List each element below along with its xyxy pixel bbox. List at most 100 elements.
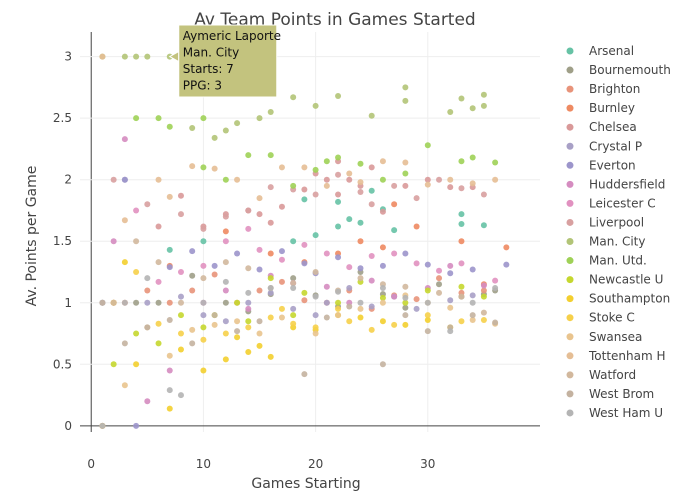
legend-marker[interactable] (566, 314, 574, 322)
data-point[interactable] (346, 285, 353, 291)
data-point[interactable] (222, 318, 229, 325)
data-point[interactable] (436, 281, 443, 288)
data-point[interactable] (110, 299, 117, 306)
data-point[interactable] (469, 266, 476, 273)
data-point[interactable] (436, 176, 443, 183)
data-point[interactable] (200, 367, 207, 374)
data-point[interactable] (402, 299, 409, 306)
data-point[interactable] (166, 317, 173, 323)
data-point[interactable] (256, 330, 263, 337)
data-point[interactable] (121, 259, 128, 266)
data-point[interactable] (492, 319, 499, 326)
legend-marker[interactable] (566, 390, 574, 398)
data-point[interactable] (480, 317, 487, 323)
data-point[interactable] (323, 176, 330, 183)
data-point[interactable] (323, 299, 330, 306)
data-point[interactable] (155, 115, 162, 122)
data-point[interactable] (335, 154, 342, 161)
data-point[interactable] (211, 321, 218, 328)
data-point[interactable] (245, 225, 252, 232)
data-point[interactable] (256, 211, 263, 218)
data-point[interactable] (256, 246, 263, 253)
data-point[interactable] (245, 289, 252, 296)
data-point[interactable] (379, 176, 386, 183)
legend-label[interactable]: Stoke C (589, 311, 635, 325)
data-point[interactable] (200, 324, 207, 331)
data-point[interactable] (256, 115, 263, 122)
data-point[interactable] (312, 293, 319, 300)
data-point[interactable] (177, 293, 184, 300)
data-point[interactable] (234, 250, 241, 257)
data-point[interactable] (166, 387, 173, 394)
data-point[interactable] (424, 299, 431, 306)
data-point[interactable] (480, 191, 487, 198)
data-point[interactable] (492, 159, 499, 166)
data-point[interactable] (346, 176, 353, 183)
data-point[interactable] (424, 176, 431, 183)
data-point[interactable] (357, 179, 364, 186)
data-point[interactable] (424, 261, 431, 268)
data-point[interactable] (312, 102, 319, 109)
legend-marker[interactable] (566, 238, 574, 245)
data-point[interactable] (133, 269, 140, 275)
data-point[interactable] (245, 318, 252, 325)
data-point[interactable] (144, 275, 151, 282)
data-point[interactable] (155, 223, 162, 230)
data-point[interactable] (413, 296, 420, 303)
data-point[interactable] (379, 294, 386, 301)
data-point[interactable] (222, 213, 229, 220)
data-point[interactable] (166, 246, 173, 253)
data-point[interactable] (256, 318, 263, 325)
data-point[interactable] (379, 361, 386, 368)
data-point[interactable] (267, 275, 274, 282)
data-point[interactable] (267, 314, 274, 321)
data-point[interactable] (211, 312, 218, 319)
data-point[interactable] (357, 189, 364, 195)
data-point[interactable] (391, 227, 398, 234)
data-point[interactable] (177, 346, 184, 353)
data-point[interactable] (480, 282, 487, 289)
data-point[interactable] (402, 170, 409, 177)
data-point[interactable] (458, 238, 465, 245)
data-point[interactable] (379, 244, 386, 251)
legend-marker[interactable] (566, 352, 574, 360)
data-point[interactable] (357, 275, 364, 282)
data-point[interactable] (368, 253, 375, 259)
data-point[interactable] (290, 275, 297, 282)
data-point[interactable] (133, 330, 140, 337)
legend-label[interactable]: Bournemouth (589, 63, 671, 77)
data-point[interactable] (110, 361, 117, 368)
data-point[interactable] (391, 201, 398, 208)
data-point[interactable] (177, 392, 184, 399)
data-point[interactable] (335, 223, 342, 230)
data-point[interactable] (166, 299, 173, 306)
data-point[interactable] (177, 330, 184, 337)
data-point[interactable] (144, 398, 151, 405)
data-point[interactable] (469, 105, 476, 112)
data-point[interactable] (492, 176, 499, 183)
data-point[interactable] (436, 267, 443, 274)
data-point[interactable] (133, 238, 140, 245)
data-point[interactable] (335, 312, 342, 319)
data-point[interactable] (155, 299, 162, 306)
data-point[interactable] (368, 201, 375, 208)
data-point[interactable] (357, 265, 364, 272)
data-point[interactable] (189, 248, 196, 255)
data-point[interactable] (200, 262, 207, 269)
data-point[interactable] (312, 191, 319, 198)
data-point[interactable] (402, 283, 409, 290)
data-point[interactable] (480, 91, 487, 98)
data-point[interactable] (278, 256, 285, 263)
data-point[interactable] (234, 299, 241, 306)
data-point[interactable] (222, 127, 229, 134)
legend-label[interactable]: Crystal P (589, 139, 642, 153)
legend-label[interactable]: Everton (589, 158, 636, 172)
legend-marker[interactable] (566, 218, 574, 226)
data-point[interactable] (424, 317, 431, 323)
data-point[interactable] (402, 304, 409, 311)
data-point[interactable] (245, 152, 252, 159)
legend-marker[interactable] (566, 409, 574, 417)
data-point[interactable] (189, 287, 196, 294)
data-point[interactable] (211, 271, 218, 278)
data-point[interactable] (357, 219, 364, 226)
